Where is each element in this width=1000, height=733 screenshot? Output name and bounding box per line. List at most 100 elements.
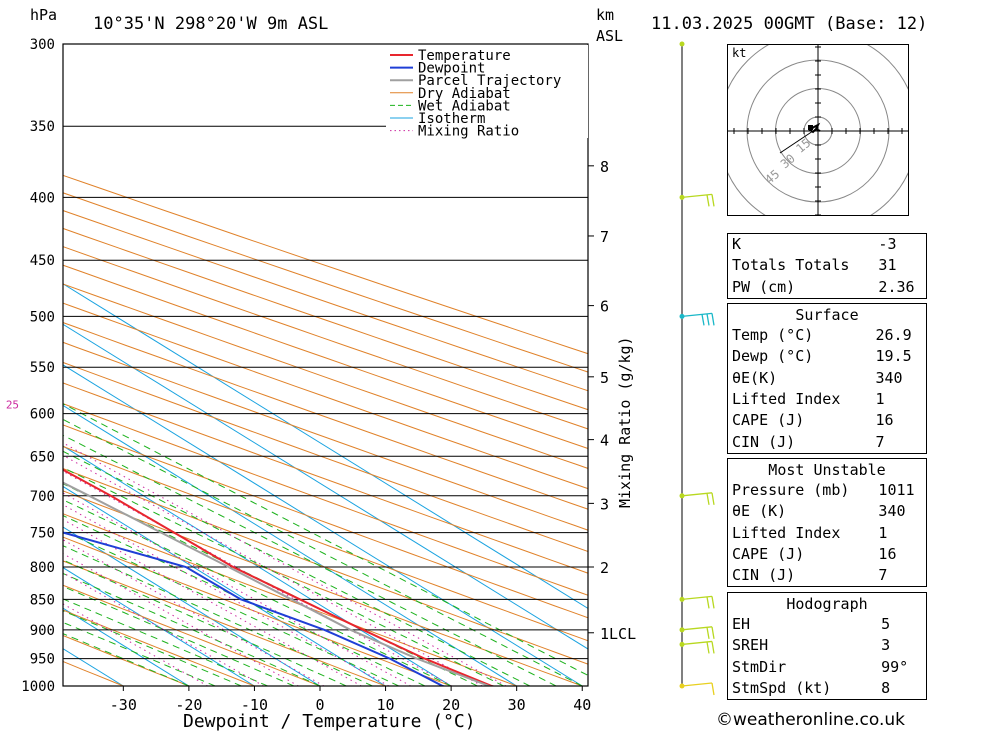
most-unstable-table: Most Unstable Pressure (mb) 1011 θE (K) 340… bbox=[727, 458, 927, 588]
legend-entry: Dry Adiabat bbox=[418, 86, 511, 102]
legend-entry: Isotherm bbox=[418, 111, 485, 127]
pressure-tick-label: 850 bbox=[30, 592, 55, 608]
index-row: PW (cm) 2.36 bbox=[728, 277, 927, 299]
hodograph-unit-label: kt bbox=[732, 46, 747, 60]
wind-barb-flag bbox=[706, 313, 710, 326]
hodograph-stat-value: 3 bbox=[881, 636, 891, 655]
wind-barb-flag bbox=[701, 314, 705, 326]
mixing-ratio-axis-label: Mixing Ratio (g/kg) bbox=[616, 336, 634, 508]
most-unstable-value: 340 bbox=[878, 502, 906, 521]
km-tick-label: 3 bbox=[600, 495, 609, 513]
km-tick-label: 4 bbox=[600, 432, 609, 450]
pressure-tick-label: 650 bbox=[30, 449, 55, 465]
isotherm-line bbox=[63, 648, 124, 686]
hodograph-ring-label: 15 bbox=[793, 136, 813, 156]
surface-title: Surface bbox=[795, 305, 859, 324]
dry-adiabat-line bbox=[63, 467, 588, 665]
surface-value: 19.5 bbox=[875, 347, 912, 366]
dry-adiabat-line bbox=[63, 584, 321, 686]
legend-entry: Mixing Ratio bbox=[418, 124, 519, 140]
asl-label: ASL bbox=[596, 27, 623, 45]
surface-key: Dewp (°C) bbox=[732, 347, 814, 366]
km-tick-label: 7 bbox=[600, 228, 609, 246]
pressure-tick-label: 700 bbox=[30, 489, 55, 505]
most-unstable-key: θE (K) bbox=[732, 502, 787, 521]
km-tick-label: 6 bbox=[600, 298, 609, 316]
wet-adiabat-line bbox=[63, 466, 504, 686]
surface-value: 340 bbox=[875, 368, 903, 387]
surface-key: Temp (°C) bbox=[732, 326, 814, 345]
temperature-profile bbox=[63, 468, 496, 686]
surface-key: CIN (J) bbox=[732, 432, 796, 451]
pressure-tick-label: 800 bbox=[30, 560, 55, 576]
surface-key: Lifted Index bbox=[732, 390, 841, 409]
pressure-tick-label: 300 bbox=[30, 37, 55, 53]
pressure-tick-label: 1000 bbox=[21, 679, 55, 695]
wind-barb-flag bbox=[711, 596, 715, 609]
km-label: km bbox=[596, 6, 614, 24]
temperature-tick-label: -10 bbox=[241, 696, 268, 714]
surface-row: θE(K) 340 bbox=[728, 368, 927, 389]
dry-adiabat-line bbox=[63, 609, 255, 686]
hodograph-stat-row: SREH 3 bbox=[728, 635, 927, 656]
hodograph-table: Hodograph EH 5 SREH 3 StmDir 99° StmSpd (kt) 8 bbox=[727, 592, 927, 701]
wet-adiabat-line bbox=[63, 559, 347, 686]
legend-entry: Dewpoint bbox=[418, 61, 485, 77]
plot-frame bbox=[62, 43, 589, 687]
hodograph-stat-key: SREH bbox=[732, 636, 769, 655]
parcel-trajectory-profile bbox=[63, 481, 494, 686]
most-unstable-row: θE (K) 340 bbox=[728, 501, 927, 522]
temperature-tick-label: 10 bbox=[377, 696, 395, 714]
index-row: K -3 bbox=[728, 234, 927, 256]
hodograph-stat-value: 99° bbox=[881, 657, 909, 676]
dry-adiabat-line bbox=[63, 560, 386, 686]
temperature-tick-label: 20 bbox=[442, 696, 460, 714]
surface-row: CAPE (J) 16 bbox=[728, 410, 927, 431]
isotherm-line bbox=[63, 445, 452, 686]
index-value: 31 bbox=[878, 256, 897, 275]
hodograph-table-title: Hodograph bbox=[786, 594, 868, 613]
most-unstable-key: Lifted Index bbox=[732, 523, 841, 542]
surface-row: Temp (°C) 26.9 bbox=[728, 325, 927, 346]
wet-adiabat-line bbox=[63, 610, 242, 686]
hpa-label: hPa bbox=[30, 6, 57, 24]
index-value: 2.36 bbox=[878, 277, 915, 296]
legend-entry: Temperature bbox=[418, 48, 511, 64]
most-unstable-key: Pressure (mb) bbox=[732, 481, 850, 500]
surface-row: CIN (J) 7 bbox=[728, 431, 927, 453]
temperature-tick-label: 40 bbox=[573, 696, 591, 714]
dry-adiabat-line bbox=[63, 513, 517, 686]
wind-barb-flag bbox=[711, 641, 715, 654]
surface-value: 26.9 bbox=[875, 326, 912, 345]
most-unstable-value: 1011 bbox=[878, 481, 915, 500]
km-tick-label: 2 bbox=[600, 559, 609, 577]
surface-value: 16 bbox=[875, 411, 894, 430]
most-unstable-key: CAPE (J) bbox=[732, 545, 805, 564]
isotherm-line bbox=[63, 283, 588, 610]
hodograph-stat-row: StmSpd (kt) 8 bbox=[728, 678, 927, 700]
index-value: -3 bbox=[878, 235, 897, 254]
dry-adiabat-line bbox=[63, 192, 588, 373]
legend-box bbox=[386, 45, 588, 138]
wind-barb-flag bbox=[711, 194, 715, 207]
most-unstable-row: Lifted Index 1 bbox=[728, 523, 927, 544]
surface-row: Lifted Index 1 bbox=[728, 389, 927, 410]
location-title: 10°35'N 298°20'W 9m ASL bbox=[93, 14, 328, 34]
km-tick-label: 8 bbox=[600, 158, 609, 176]
most-unstable-row: Pressure (mb) 1011 bbox=[728, 480, 927, 501]
dry-adiabat-line bbox=[63, 174, 588, 355]
pressure-tick-label: 750 bbox=[30, 526, 55, 542]
most-unstable-title: Most Unstable bbox=[768, 460, 886, 479]
wet-adiabat-line bbox=[63, 530, 399, 686]
wind-barb-flag bbox=[706, 627, 710, 639]
pressure-tick-label: 400 bbox=[30, 190, 55, 206]
temperature-tick-label: -20 bbox=[175, 696, 202, 714]
pressure-tick-label: 900 bbox=[30, 623, 55, 639]
hodograph-ring-label: 30 bbox=[778, 151, 798, 171]
storm-motion-vector bbox=[779, 128, 817, 154]
index-row: Totals Totals 31 bbox=[728, 255, 927, 276]
hodograph-stat-value: 8 bbox=[881, 679, 891, 698]
hodograph-ring-label: 45 bbox=[762, 167, 782, 187]
pressure-tick-label: 950 bbox=[30, 652, 55, 668]
surface-value: 1 bbox=[875, 390, 885, 409]
